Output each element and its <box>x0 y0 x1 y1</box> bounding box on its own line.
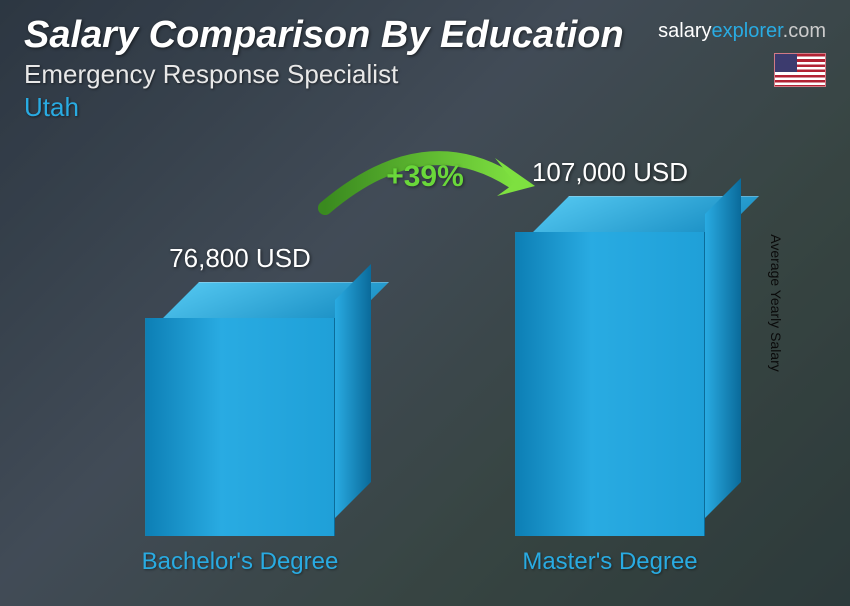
bar-masters: 107,000 USD Master's Degree <box>470 157 750 576</box>
brand-part2: explorer <box>712 20 783 42</box>
brand-block: salaryexplorer.com <box>658 20 826 87</box>
bar-value-label: 107,000 USD <box>470 157 750 188</box>
us-flag-icon <box>774 53 826 87</box>
bar-value-label: 76,800 USD <box>100 243 380 274</box>
brand-part3: .com <box>783 20 826 42</box>
brand-part1: salary <box>658 20 711 42</box>
bar-chart: 76,800 USD Bachelor's Degree 107,000 USD… <box>70 146 780 576</box>
bar-bachelors: 76,800 USD Bachelor's Degree <box>100 243 380 576</box>
bar-category-label: Bachelor's Degree <box>100 548 380 576</box>
bar-category-label: Master's Degree <box>470 548 750 576</box>
chart-location: Utah <box>24 92 826 123</box>
bar-3d <box>515 196 705 536</box>
brand-logo: salaryexplorer.com <box>658 20 826 43</box>
bar-3d <box>145 282 335 536</box>
